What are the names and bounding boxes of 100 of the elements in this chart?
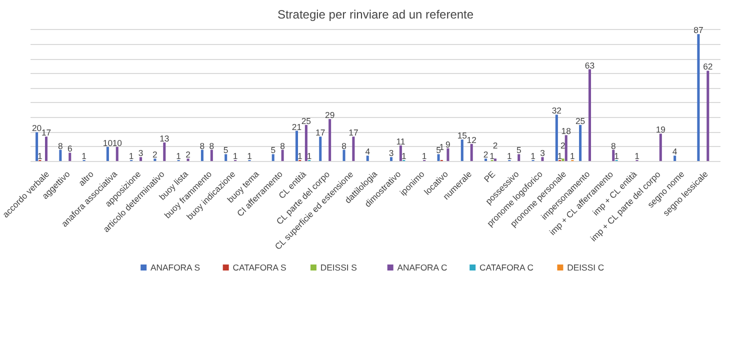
bar: [200, 150, 204, 162]
data-label: 8: [58, 140, 64, 151]
data-label: 1: [422, 151, 427, 162]
data-label: 9: [446, 139, 451, 150]
legend-label: DEISSI S: [320, 262, 358, 272]
data-label: 6: [67, 144, 72, 154]
data-label: 25: [575, 116, 586, 126]
bar: [281, 150, 284, 162]
data-label: 5: [270, 145, 276, 156]
data-label: 4: [365, 146, 370, 157]
data-label: 21: [292, 122, 302, 132]
data-label: 8: [200, 140, 205, 151]
data-label: 12: [466, 134, 477, 145]
bar: [304, 124, 308, 162]
data-label: 8: [610, 140, 616, 151]
bar: [579, 124, 582, 162]
bar: [366, 156, 369, 162]
data-label: 2: [560, 140, 566, 151]
data-label: 2: [492, 140, 498, 151]
legend-label: ANAFORA S: [150, 262, 200, 272]
data-label: 32: [552, 106, 562, 116]
data-label: 10: [102, 138, 113, 148]
bar: [210, 150, 213, 162]
bar: [68, 152, 72, 162]
chart-title: Strategie per rinviare ad un referente: [277, 8, 474, 22]
bar: [106, 146, 109, 162]
bar: [518, 154, 520, 162]
data-label: 2: [152, 150, 158, 160]
data-label: 1: [297, 151, 302, 162]
data-label: 62: [703, 62, 713, 72]
data-label: 13: [160, 133, 170, 144]
bar: [36, 132, 38, 162]
data-label: 17: [348, 128, 358, 138]
data-label: 2: [186, 150, 191, 160]
data-label: 8: [209, 140, 214, 151]
data-label: 1: [176, 151, 182, 162]
data-label: 1: [439, 142, 444, 152]
bar: [319, 136, 322, 162]
bar: [272, 154, 274, 162]
data-label: 1: [490, 151, 495, 162]
data-label: 4: [672, 146, 678, 157]
data-label: 3: [540, 148, 546, 158]
data-label: 18: [561, 126, 572, 136]
data-label: 3: [138, 148, 144, 158]
bar: [342, 150, 346, 162]
bar: [352, 136, 355, 162]
bar: [697, 34, 700, 162]
data-label: 29: [325, 110, 335, 120]
bar: [706, 70, 710, 162]
data-label: 1: [38, 151, 43, 162]
data-label: 87: [694, 25, 704, 36]
data-label: 19: [656, 124, 666, 135]
bar: [328, 119, 332, 162]
bar: [555, 114, 558, 162]
bar: [612, 150, 615, 162]
data-label: 5: [223, 145, 228, 156]
data-label: 1: [306, 151, 312, 162]
bar: [44, 136, 48, 162]
data-label: 1: [401, 151, 406, 162]
bar: [564, 135, 568, 162]
data-label: 20: [32, 123, 42, 134]
legend-label: DEISSI C: [567, 262, 604, 272]
data-label: 1: [128, 151, 134, 162]
bar: [674, 156, 676, 162]
data-label: 15: [457, 130, 468, 141]
bar: [437, 154, 440, 162]
bar: [295, 130, 298, 162]
bar: [390, 157, 393, 162]
bar: [59, 150, 62, 162]
data-label: 1: [614, 151, 620, 162]
data-label: 25: [301, 116, 312, 126]
bar: [460, 140, 464, 162]
data-label: 3: [388, 148, 394, 158]
bar: [588, 69, 592, 162]
data-label: 11: [396, 136, 406, 146]
data-label: 1: [247, 151, 252, 162]
data-label: 1: [634, 151, 640, 162]
data-label: 2: [483, 150, 488, 160]
bar: [224, 154, 228, 162]
data-label: 1: [530, 151, 536, 162]
data-label: 17: [41, 128, 52, 138]
data-label: 1: [82, 151, 87, 162]
bar: [446, 148, 450, 162]
data-label: 8: [342, 140, 347, 151]
data-label: 63: [584, 60, 595, 70]
bar: [470, 144, 473, 162]
data-label: 5: [516, 145, 522, 156]
data-label: 1: [557, 151, 562, 162]
data-label: 17: [316, 128, 326, 138]
legend-label: CATAFORA C: [479, 262, 534, 272]
data-label: 1: [506, 151, 512, 162]
data-label: 5: [436, 145, 442, 156]
bar: [163, 142, 166, 162]
bar: [140, 157, 142, 162]
data-label: 10: [112, 138, 122, 148]
bar: [399, 145, 402, 162]
legend-label: CATAFORA S: [232, 262, 287, 272]
data-label: 1: [570, 151, 576, 162]
bar: [659, 134, 662, 162]
legend-label: ANAFORA C: [397, 262, 448, 272]
